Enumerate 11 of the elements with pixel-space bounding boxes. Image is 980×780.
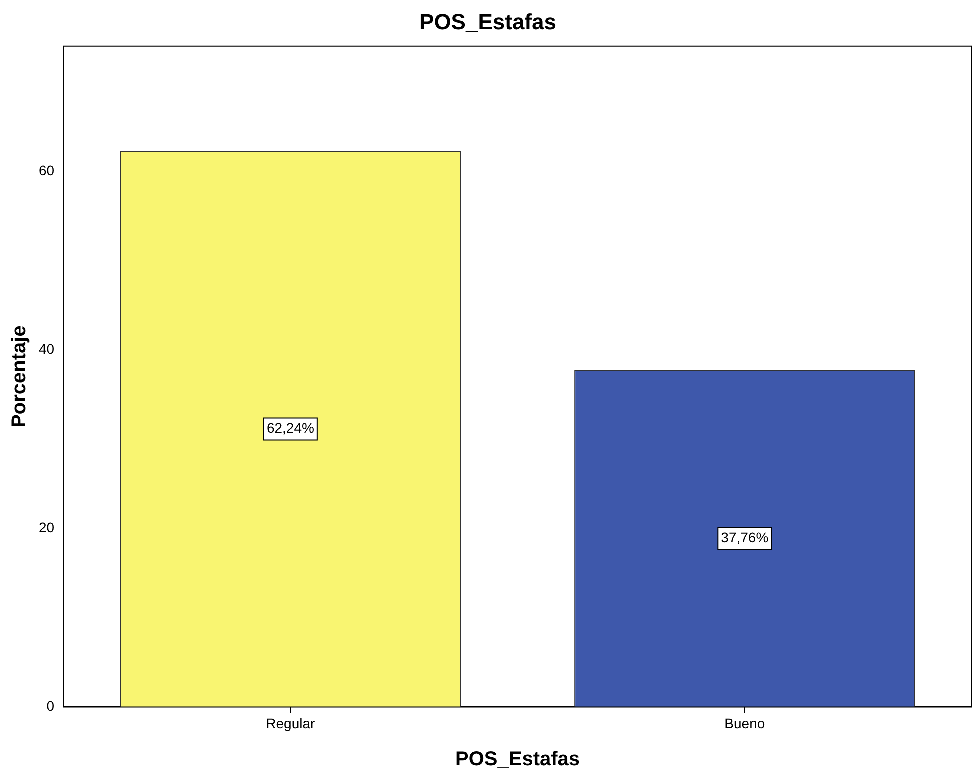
x-axis-title: POS_Estafas: [456, 748, 580, 771]
chart-title: POS_Estafas: [420, 9, 556, 34]
y-tick-label: 60: [38, 162, 55, 178]
data-label: 37,76%: [721, 529, 769, 546]
y-tick-label: 0: [46, 698, 55, 714]
data-label: 62,24%: [266, 420, 314, 436]
y-tick-label: 20: [38, 519, 55, 536]
y-axis-title: Porcentaje: [8, 326, 31, 428]
x-tick-label: Regular: [266, 715, 316, 732]
y-tick-label: 40: [38, 340, 55, 357]
x-tick-label: Bueno: [724, 715, 766, 732]
